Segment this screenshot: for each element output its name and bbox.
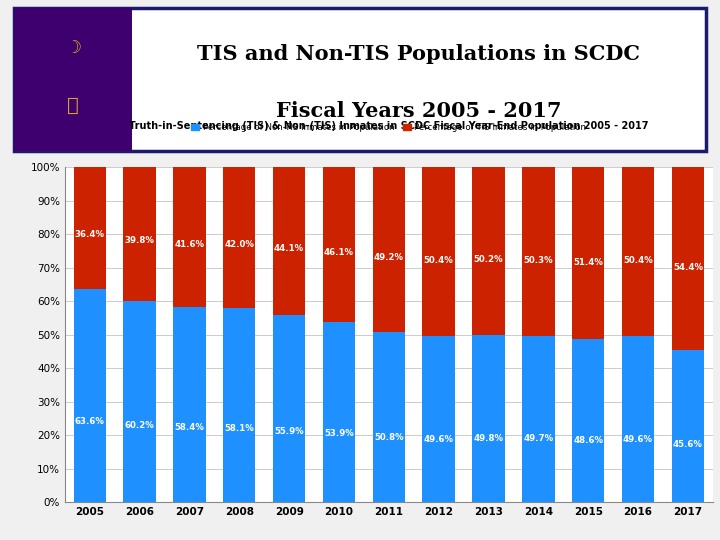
Bar xyxy=(123,167,156,301)
Text: TIS and Non-TIS Populations in SCDC: TIS and Non-TIS Populations in SCDC xyxy=(197,44,640,64)
Bar xyxy=(123,301,156,502)
Text: 46.1%: 46.1% xyxy=(324,248,354,257)
Text: 58.1%: 58.1% xyxy=(225,424,254,433)
Bar xyxy=(273,315,305,502)
Bar xyxy=(273,167,305,315)
Bar xyxy=(73,167,106,289)
Bar xyxy=(572,167,604,340)
Text: 50.2%: 50.2% xyxy=(474,255,503,265)
Text: 49.7%: 49.7% xyxy=(523,435,554,443)
Bar xyxy=(423,167,455,336)
Text: 🌳: 🌳 xyxy=(67,96,79,115)
Text: 60.2%: 60.2% xyxy=(125,421,155,430)
Text: 44.1%: 44.1% xyxy=(274,244,304,253)
Text: 42.0%: 42.0% xyxy=(225,240,254,249)
Bar xyxy=(522,167,554,336)
Bar xyxy=(223,308,256,502)
Text: 45.6%: 45.6% xyxy=(673,440,703,449)
FancyBboxPatch shape xyxy=(14,8,706,151)
Text: 51.4%: 51.4% xyxy=(573,258,603,267)
Bar xyxy=(672,349,704,502)
Bar xyxy=(223,167,256,308)
Text: 50.4%: 50.4% xyxy=(424,256,454,265)
Bar xyxy=(472,167,505,335)
Bar xyxy=(14,8,132,151)
Legend: Percentage of Non-TIS Inmates in Population, Percentage of TIS Inmates in Popula: Percentage of Non-TIS Inmates in Populat… xyxy=(188,120,590,136)
Bar xyxy=(472,335,505,502)
Bar xyxy=(622,167,654,336)
Text: 58.4%: 58.4% xyxy=(174,423,204,433)
Text: 55.9%: 55.9% xyxy=(274,427,304,436)
Text: 36.4%: 36.4% xyxy=(75,230,104,239)
Text: 41.6%: 41.6% xyxy=(174,240,204,248)
Bar xyxy=(622,336,654,502)
Text: 48.6%: 48.6% xyxy=(573,436,603,445)
Text: 50.8%: 50.8% xyxy=(374,433,404,442)
Text: 39.8%: 39.8% xyxy=(125,236,155,245)
Bar xyxy=(572,340,604,502)
Text: 49.8%: 49.8% xyxy=(474,434,503,443)
Text: 53.9%: 53.9% xyxy=(324,429,354,438)
Text: ☽: ☽ xyxy=(65,39,81,57)
Bar xyxy=(672,167,704,349)
Text: 49.2%: 49.2% xyxy=(374,253,404,262)
Bar xyxy=(323,322,355,502)
Text: 49.6%: 49.6% xyxy=(423,435,454,443)
Bar xyxy=(373,332,405,502)
Bar xyxy=(323,167,355,322)
Text: 49.6%: 49.6% xyxy=(623,435,653,443)
Bar xyxy=(174,167,206,307)
Text: Fiscal Years 2005 - 2017: Fiscal Years 2005 - 2017 xyxy=(276,101,562,121)
Text: 50.4%: 50.4% xyxy=(623,256,653,265)
Bar xyxy=(423,336,455,502)
Text: 63.6%: 63.6% xyxy=(75,417,104,426)
Text: 50.3%: 50.3% xyxy=(523,255,553,265)
Bar xyxy=(73,289,106,502)
Title: Truth-in-Sentencing (TIS) & Non-(TIS) Inmates in SCDC Fiscal Year-End Population: Truth-in-Sentencing (TIS) & Non-(TIS) In… xyxy=(129,120,649,131)
Text: 54.4%: 54.4% xyxy=(673,263,703,272)
Bar xyxy=(174,307,206,502)
Bar xyxy=(373,167,405,332)
Bar xyxy=(522,336,554,502)
